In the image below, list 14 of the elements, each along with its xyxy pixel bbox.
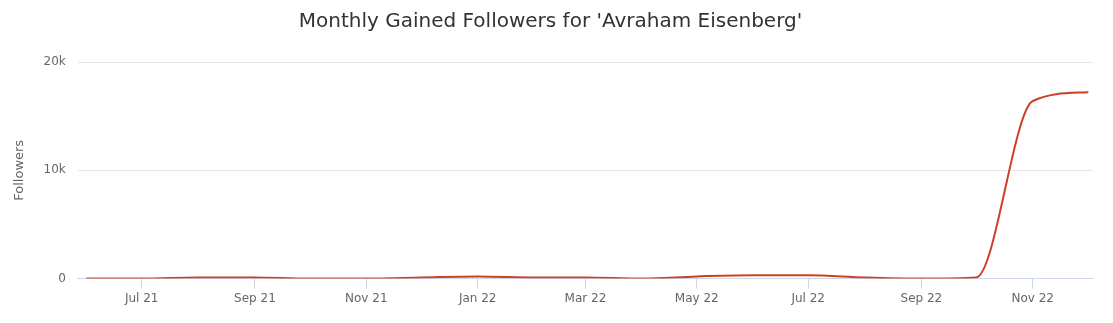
x-tick-label: Nov 21	[345, 290, 388, 305]
x-tick-label: Nov 22	[1011, 290, 1054, 305]
x-tick-label: Jan 22	[457, 290, 497, 305]
y-axis-title: Followers	[11, 139, 27, 201]
x-tick-label: May 22	[674, 290, 719, 305]
y-tick-label: 0	[58, 270, 66, 285]
chart-title: Monthly Gained Followers for 'Avraham Eisenberg'	[298, 8, 803, 33]
x-tick-label: Jul 22	[790, 290, 825, 305]
x-tick-label: Sep 21	[234, 290, 276, 305]
x-tick-label: Sep 22	[900, 290, 943, 305]
y-tick-label: 20k	[43, 54, 66, 69]
x-tick-label: Mar 22	[564, 290, 607, 305]
y-tick-label: 10k	[43, 162, 66, 177]
x-tick-label: Jul 21	[123, 290, 159, 305]
